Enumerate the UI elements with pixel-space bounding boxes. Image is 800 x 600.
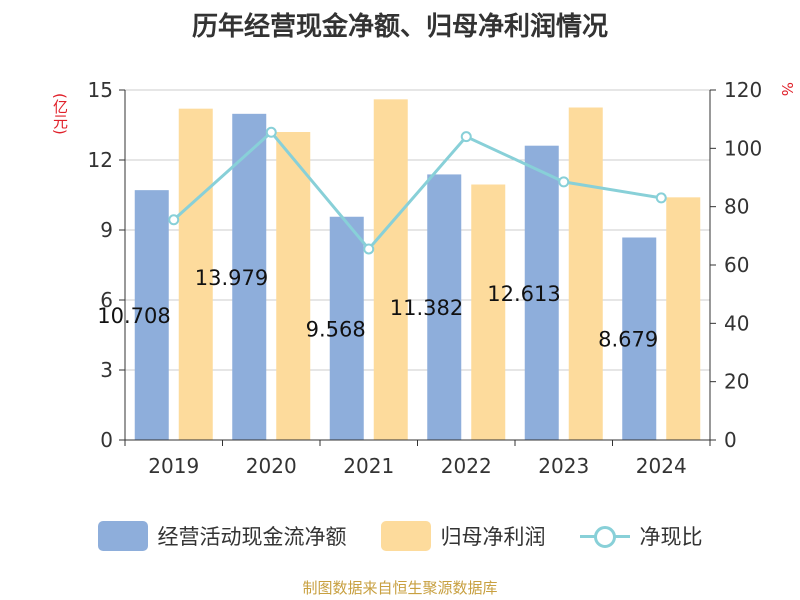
legend-label-cashflow: 经营活动现金流净额 xyxy=(157,525,347,549)
x-tick-label: 2020 xyxy=(246,454,297,478)
data-label-cashflow: 13.979 xyxy=(195,266,268,290)
bar-cashflow xyxy=(427,174,462,441)
x-tick-label: 2024 xyxy=(636,454,687,478)
y-left-tick-label: 12 xyxy=(88,148,113,172)
bar-net-profit xyxy=(568,107,603,440)
y-left-tick-label: 9 xyxy=(100,218,113,242)
bar-net-profit xyxy=(373,99,408,440)
point-ratio xyxy=(265,126,277,138)
legend-swatch-cashflow xyxy=(97,521,148,551)
y-right-tick-label: 100 xyxy=(724,136,762,160)
y-right-tick-label: 120 xyxy=(724,78,762,102)
legend-label-ratio: 净现比 xyxy=(639,525,703,549)
chart-legend: 经营活动现金流净额 归母净利润 净现比 xyxy=(0,518,800,554)
y-axis-right-label: % xyxy=(778,82,796,97)
bar-net-profit xyxy=(178,108,213,441)
x-tick-label: 2022 xyxy=(441,454,492,478)
bar-cashflow xyxy=(524,145,559,441)
data-label-cashflow: 8.679 xyxy=(598,328,658,352)
y-right-tick-label: 60 xyxy=(724,253,749,277)
legend-swatch-ratio xyxy=(579,521,630,551)
data-source-note: 制图数据来自恒生聚源数据库 xyxy=(302,579,498,597)
bar-net-profit xyxy=(276,132,311,440)
data-label-cashflow: 12.613 xyxy=(487,282,560,306)
x-tick-label: 2023 xyxy=(538,454,589,478)
data-label-cashflow: 11.382 xyxy=(390,296,463,320)
bar-net-profit xyxy=(471,184,506,440)
data-label-cashflow: 10.708 xyxy=(97,304,170,328)
legend-item-cashflow[interactable]: 经营活动现金流净额 xyxy=(97,521,347,551)
bar-net-profit xyxy=(666,197,701,440)
point-ratio xyxy=(363,243,375,255)
y-left-tick-label: 15 xyxy=(88,78,113,102)
line-ratio xyxy=(172,130,662,252)
legend-label-net-profit: 归母净利润 xyxy=(440,525,546,549)
bar-cashflow xyxy=(622,237,657,440)
point-ratio xyxy=(558,176,570,188)
x-tick-label: 2021 xyxy=(343,454,394,478)
y-right-tick-label: 40 xyxy=(724,311,749,335)
bar-cashflow xyxy=(232,113,267,440)
bar-cashflow xyxy=(329,216,364,440)
point-ratio xyxy=(460,131,472,143)
legend-swatch-net-profit xyxy=(380,521,431,551)
point-ratio xyxy=(168,214,180,226)
data-label-cashflow: 9.568 xyxy=(306,317,366,341)
y-left-tick-label: 6 xyxy=(100,288,113,312)
x-tick-label: 2019 xyxy=(148,454,199,478)
y-axis-left-label: (亿元) xyxy=(51,93,69,135)
bar-cashflow xyxy=(134,190,169,440)
point-ratio xyxy=(655,192,667,204)
y-right-tick-label: 20 xyxy=(724,370,749,394)
legend-item-net-profit[interactable]: 归母净利润 xyxy=(380,521,546,551)
y-right-tick-label: 0 xyxy=(724,428,737,452)
chart-title: 历年经营现金净额、归母净利润情况 xyxy=(191,12,608,42)
y-left-tick-label: 0 xyxy=(100,428,113,452)
y-right-tick-label: 80 xyxy=(724,195,749,219)
legend-item-ratio[interactable]: 净现比 xyxy=(579,521,703,551)
y-left-tick-label: 3 xyxy=(100,358,113,382)
